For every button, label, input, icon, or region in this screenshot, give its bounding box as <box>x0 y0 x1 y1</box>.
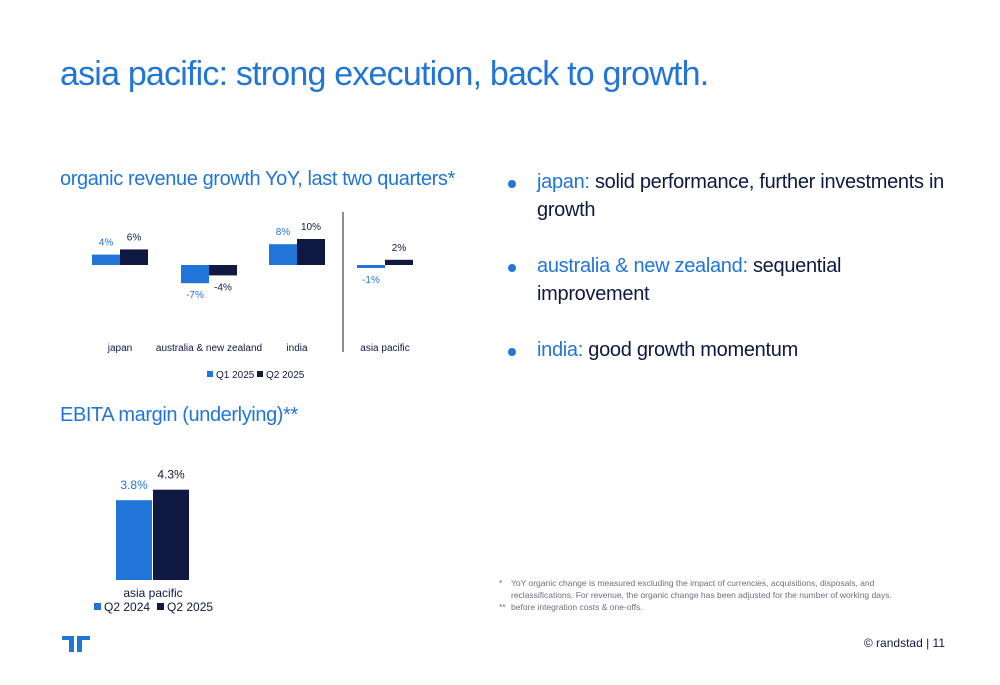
legend-swatch <box>207 371 213 377</box>
bullet-text: good growth momentum <box>583 339 798 361</box>
bar-data-label: 10% <box>301 222 321 233</box>
bullet-text: solid performance, further investments i… <box>537 171 944 221</box>
growth-chart-title: organic revenue growth YoY, last two qua… <box>60 168 455 190</box>
bar-data-label: 3.8% <box>120 478 148 492</box>
legend-label: Q2 2024 <box>104 600 150 614</box>
legend-label: Q2 2025 <box>266 370 305 381</box>
bullet-label: australia & new zealand: <box>537 255 748 277</box>
bar-q1-2025 <box>269 244 297 265</box>
bar-data-label: 4% <box>99 238 114 249</box>
footnote: * YoY organic change is measured excludi… <box>499 577 919 601</box>
bar-q2-2025 <box>209 265 237 276</box>
bar-data-label: -7% <box>186 290 204 301</box>
legend-swatch <box>157 603 164 610</box>
bullet-australia-new-zealand: australia & new zealand: sequential impr… <box>508 252 958 308</box>
bar-q1-2025 <box>181 265 209 284</box>
bar-q2-2025 <box>153 489 189 580</box>
bar-data-label: 6% <box>127 232 142 243</box>
footnote-mark: ** <box>499 602 506 612</box>
bullet-label: india: <box>537 339 584 361</box>
category-label: asia pacific <box>360 343 409 354</box>
bar-q1-2025 <box>92 254 120 265</box>
bullet-list: japan: solid performance, further invest… <box>508 168 958 392</box>
footnote-mark: * <box>499 578 503 588</box>
footnote-text: YoY organic change is measured excluding… <box>511 578 892 600</box>
bar-data-label: 4.3% <box>157 468 185 482</box>
bar-data-label: 8% <box>276 227 291 238</box>
legend-label: Q1 2025 <box>216 370 255 381</box>
bullet-dot-icon <box>508 180 516 188</box>
legend-label: Q2 2025 <box>167 600 213 614</box>
bar-q2-2025 <box>297 239 325 265</box>
legend-swatch <box>94 603 101 610</box>
category-label: india <box>286 343 308 354</box>
bar-q2-2025 <box>120 249 148 265</box>
category-label: asia pacific <box>123 586 182 600</box>
bullet-japan: japan: solid performance, further invest… <box>508 168 958 224</box>
bar-q1-2025 <box>357 265 385 268</box>
bar-data-label: 2% <box>392 243 407 254</box>
footnote: ** before integration costs & one-offs. <box>499 601 919 613</box>
bullet-text: sequential improvement <box>537 255 842 305</box>
bullet-dot-icon <box>508 264 516 272</box>
category-label: australia & new zealand <box>156 343 262 354</box>
bar-q2-2024 <box>116 500 152 580</box>
page-title: asia pacific: strong execution, back to … <box>60 55 709 93</box>
footnotes: * YoY organic change is measured excludi… <box>499 577 919 613</box>
bar-data-label: -4% <box>214 282 232 293</box>
randstad-logo-icon <box>62 636 90 652</box>
bullet-label: japan: <box>537 171 590 193</box>
bullet-india: india: good growth momentum <box>508 336 958 364</box>
bar-data-label: -1% <box>362 275 380 286</box>
footnote-text: before integration costs & one-offs. <box>511 602 643 612</box>
page-footer: © randstad | 11 <box>863 636 945 650</box>
bullet-dot-icon <box>508 348 516 356</box>
category-label: japan <box>107 343 132 354</box>
legend-swatch <box>257 371 263 377</box>
bar-q2-2025 <box>385 259 413 265</box>
margin-chart-title: EBITA margin (underlying)** <box>60 404 298 426</box>
